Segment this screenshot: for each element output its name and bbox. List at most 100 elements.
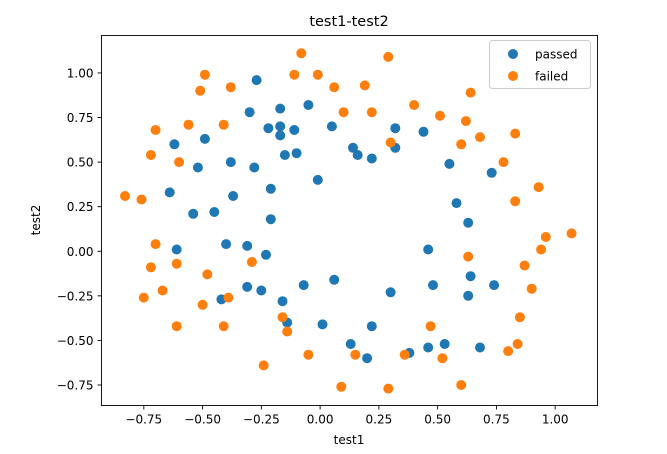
point-passed-9 [199, 133, 210, 144]
y-tick-label: 0.00 [67, 245, 94, 259]
point-passed-6 [289, 125, 300, 135]
point-failed-23 [174, 157, 185, 168]
point-passed-8 [275, 130, 286, 141]
point-failed-50 [512, 339, 523, 349]
point-passed-35 [242, 240, 253, 251]
point-passed-45 [463, 290, 474, 301]
y-tick-label: 1.00 [67, 66, 94, 80]
point-passed-0 [251, 75, 262, 86]
point-passed-26 [164, 187, 175, 198]
y-tick-label: 0.50 [67, 156, 94, 170]
point-failed-58 [336, 381, 347, 392]
point-failed-27 [533, 182, 544, 193]
point-passed-25 [265, 183, 276, 194]
point-failed-26 [136, 194, 147, 205]
y-tick-label: −0.75 [57, 378, 94, 392]
point-failed-56 [258, 360, 269, 371]
x-tick-label: 1.00 [542, 413, 569, 427]
point-passed-10 [169, 139, 180, 150]
point-passed-23 [486, 167, 497, 178]
point-failed-29 [150, 239, 161, 250]
point-passed-36 [261, 249, 271, 260]
point-passed-24 [312, 174, 323, 185]
point-failed-2 [199, 69, 210, 80]
y-axis: −0.75 −0.50 −0.25 0.00 0.25 0.50 0.75 1.00 [57, 66, 102, 392]
point-passed-16 [348, 142, 358, 153]
point-failed-35 [246, 257, 257, 267]
point-failed-24 [498, 157, 509, 168]
point-passed-37 [423, 244, 434, 255]
y-tick-label: −0.50 [57, 334, 94, 348]
legend-label-passed: passed [535, 48, 577, 62]
point-passed-46 [489, 280, 500, 291]
point-failed-33 [171, 258, 182, 269]
point-passed-41 [298, 280, 309, 291]
y-tick-label: −0.25 [57, 289, 94, 303]
point-passed-34 [171, 244, 182, 255]
point-passed-33 [221, 239, 232, 250]
point-failed-55 [437, 353, 448, 364]
point-failed-21 [456, 139, 467, 150]
point-failed-40 [138, 292, 149, 303]
point-passed-1 [303, 100, 314, 110]
point-passed-55 [423, 342, 434, 353]
point-failed-57 [456, 380, 467, 390]
point-passed-43 [385, 287, 396, 298]
point-failed-48 [282, 326, 293, 337]
y-tick-label: 0.25 [67, 200, 94, 214]
point-failed-16 [183, 119, 194, 130]
point-failed-22 [145, 150, 156, 160]
point-failed-47 [277, 312, 288, 323]
point-failed-13 [435, 110, 445, 121]
x-tick-label: 0.50 [424, 413, 451, 427]
point-failed-12 [366, 107, 377, 118]
point-failed-18 [475, 132, 485, 143]
point-failed-15 [150, 125, 161, 135]
point-passed-44 [428, 280, 438, 291]
point-failed-10 [409, 100, 420, 110]
x-tick-label: 0.00 [307, 413, 334, 427]
x-tick-label: −0.25 [243, 413, 280, 427]
point-failed-44 [514, 312, 525, 323]
point-passed-17 [352, 150, 363, 160]
point-passed-13 [225, 157, 236, 168]
point-failed-41 [223, 292, 234, 303]
point-failed-46 [218, 321, 229, 332]
point-passed-19 [390, 123, 401, 134]
x-tick-label: 0.25 [366, 413, 393, 427]
y-axis-label: test2 [29, 205, 43, 236]
point-passed-7 [326, 121, 337, 132]
y-tick-label: 0.75 [67, 111, 94, 125]
point-passed-50 [317, 319, 328, 330]
point-passed-2 [244, 107, 255, 118]
point-failed-4 [312, 69, 323, 80]
point-passed-3 [275, 103, 286, 114]
point-passed-31 [451, 198, 462, 209]
point-passed-48 [277, 296, 288, 307]
point-passed-12 [291, 148, 302, 159]
point-failed-20 [385, 137, 396, 148]
point-passed-29 [209, 207, 220, 217]
point-passed-4 [263, 123, 274, 134]
point-failed-59 [383, 383, 394, 394]
point-passed-56 [439, 339, 450, 349]
point-passed-14 [192, 162, 203, 173]
plot-area-frame [101, 35, 598, 406]
point-failed-30 [540, 232, 551, 242]
point-failed-9 [465, 87, 476, 98]
point-failed-5 [359, 80, 370, 91]
point-failed-51 [503, 346, 514, 357]
point-failed-1 [383, 51, 394, 62]
x-tick-label: −0.50 [184, 413, 221, 427]
point-failed-36 [463, 251, 474, 262]
point-failed-37 [202, 269, 213, 280]
point-passed-22 [444, 158, 455, 169]
point-failed-0 [296, 48, 307, 59]
point-passed-27 [228, 191, 239, 201]
point-passed-40 [242, 281, 253, 292]
data-markers [120, 48, 577, 394]
legend-marker-failed [508, 71, 518, 81]
point-failed-19 [510, 128, 521, 139]
point-passed-18 [366, 153, 377, 164]
